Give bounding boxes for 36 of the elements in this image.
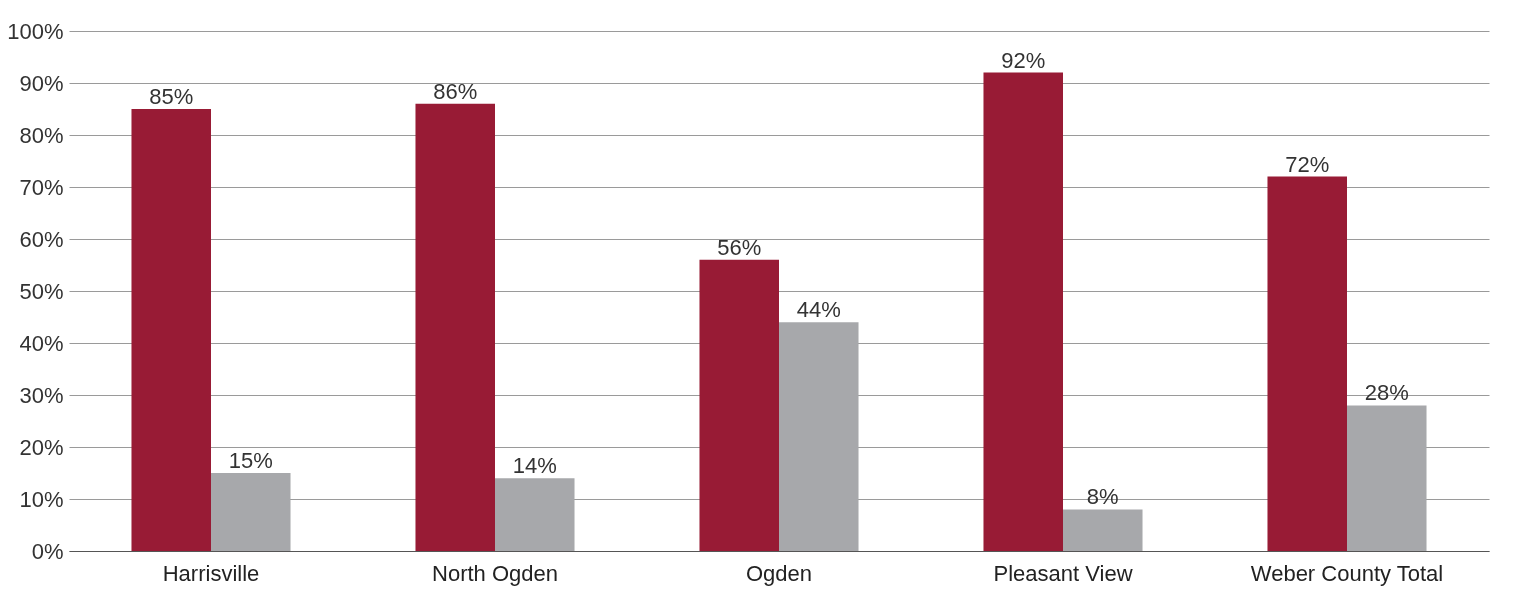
data-label: 56% [717,234,762,260]
bar [983,72,1063,551]
y-tick-label: 0% [31,538,64,564]
data-label: 14% [512,453,557,479]
y-tick-label: 40% [19,330,64,356]
y-tick-label: 50% [19,278,64,304]
data-label: 86% [433,78,478,104]
y-tick-label: 100% [7,18,64,44]
data-label: 72% [1285,151,1330,177]
bar [131,109,211,551]
x-tick-label: Harrisville [162,560,260,586]
data-label: 28% [1364,380,1409,406]
data-label: 44% [796,297,841,323]
y-tick-label: 20% [19,434,64,460]
y-tick-label: 70% [19,174,64,200]
bar [1347,405,1427,551]
bar [495,478,575,551]
data-label: 15% [228,448,273,473]
bar [699,259,779,551]
bar [415,103,495,551]
x-tick-label: North Ogden [432,560,558,586]
x-tick-label: Ogden [745,560,813,586]
data-label: 85% [149,84,194,109]
x-tick-label: Pleasant View [993,560,1133,586]
y-tick-label: 90% [19,70,64,96]
bar [211,473,291,551]
y-tick-label: 10% [19,486,64,512]
data-label: 8% [1086,484,1119,510]
data-label: 92% [1001,47,1046,73]
bar [1063,509,1143,551]
y-tick-label: 80% [19,122,64,148]
y-tick-label: 60% [19,226,64,252]
bar [779,322,859,551]
y-tick-label: 30% [19,382,64,408]
bar [1267,176,1347,551]
x-tick-label: Weber County Total [1250,560,1444,586]
